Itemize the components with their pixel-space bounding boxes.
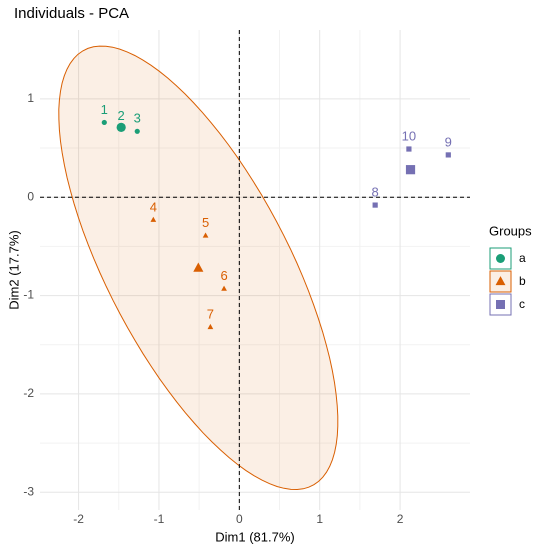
group-centroid bbox=[405, 165, 416, 175]
y-tick-label: -2 bbox=[23, 386, 34, 400]
point-label: 1 bbox=[101, 102, 108, 117]
point-label: 5 bbox=[202, 215, 209, 230]
y-tick-label: -1 bbox=[23, 288, 34, 302]
point-label: 2 bbox=[118, 108, 125, 123]
point-label: 3 bbox=[134, 111, 141, 126]
point bbox=[445, 152, 451, 158]
point bbox=[372, 202, 378, 208]
y-tick-label: 0 bbox=[27, 189, 34, 203]
point bbox=[221, 285, 227, 291]
group-centroid bbox=[193, 262, 204, 272]
point bbox=[207, 323, 214, 330]
x-tick-label: 1 bbox=[316, 512, 323, 526]
legend-label: c bbox=[519, 297, 525, 311]
y-tick-label: -3 bbox=[23, 484, 34, 498]
x-tick-label: 0 bbox=[236, 512, 243, 526]
point-label: 8 bbox=[372, 185, 379, 200]
legend-title: Groups bbox=[489, 223, 532, 238]
legend-symbol bbox=[495, 276, 506, 286]
point-label: 7 bbox=[207, 306, 214, 321]
y-axis-title: Dim2 (17.7%) bbox=[6, 230, 21, 309]
legend-label: b bbox=[519, 274, 526, 288]
x-tick-label: -1 bbox=[154, 512, 165, 526]
point-label: 6 bbox=[220, 268, 227, 283]
point bbox=[406, 146, 412, 152]
group-centroid bbox=[116, 122, 126, 132]
x-axis-title: Dim1 (81.7%) bbox=[215, 529, 294, 544]
point bbox=[150, 216, 157, 222]
legend-symbol bbox=[496, 300, 505, 309]
point-label: 9 bbox=[445, 134, 452, 149]
x-tick-label: -2 bbox=[73, 512, 84, 526]
y-tick-label: 1 bbox=[27, 91, 34, 105]
legend-label: a bbox=[519, 251, 526, 265]
point bbox=[101, 119, 107, 126]
chart-title: Individuals - PCA bbox=[14, 5, 129, 22]
point bbox=[134, 128, 140, 134]
point-label: 4 bbox=[150, 199, 157, 214]
x-tick-label: 2 bbox=[397, 512, 404, 526]
point-label: 10 bbox=[402, 128, 416, 143]
point bbox=[202, 232, 209, 238]
legend-symbol bbox=[496, 254, 505, 263]
